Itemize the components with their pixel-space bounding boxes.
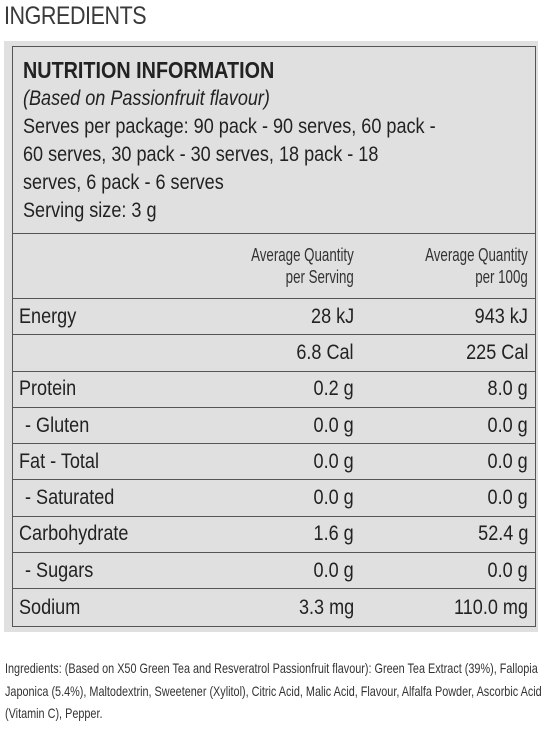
column-header-per-serving: Average Quantity per Serving bbox=[215, 234, 354, 298]
value-per-100g-text: 8.0 g bbox=[487, 377, 528, 401]
value-per-serving-text: 0.0 g bbox=[313, 486, 354, 510]
nutrient-name-text: Energy bbox=[19, 304, 77, 328]
table-row: Fat - Total 0.0 g 0.0 g bbox=[13, 444, 535, 481]
value-per-serving: 0.0 g bbox=[307, 408, 354, 443]
serves-label: Serves per package: bbox=[23, 115, 189, 138]
nutrient-name-text: Carbohydrate bbox=[19, 522, 129, 546]
nutrition-panel: NUTRITION INFORMATION (Based on Passionf… bbox=[4, 41, 538, 632]
nutrition-table: NUTRITION INFORMATION (Based on Passionf… bbox=[12, 46, 536, 627]
nutrition-title: NUTRITION INFORMATION bbox=[23, 57, 275, 83]
table-row: - Saturated 0.0 g 0.0 g bbox=[13, 480, 535, 517]
table-row: - Gluten 0.0 g 0.0 g bbox=[13, 408, 535, 445]
value-per-serving: 3.3 mg bbox=[290, 589, 354, 625]
nutrient-name: - Sugars bbox=[19, 553, 104, 588]
value-per-serving-text: 3.3 mg bbox=[298, 595, 354, 619]
value-per-serving: 0.2 g bbox=[307, 372, 354, 407]
nutrient-name: Energy bbox=[19, 299, 86, 334]
value-per-100g: 110.0 mg bbox=[442, 589, 528, 625]
value-per-100g: 52.4 g bbox=[470, 517, 528, 552]
flavour-note: (Based on Passionfruit flavour) bbox=[23, 87, 270, 110]
value-per-serving-text: 0.0 g bbox=[313, 558, 354, 582]
value-per-serving: 28 kJ bbox=[304, 299, 354, 334]
table-row: Energy 28 kJ 943 kJ bbox=[13, 299, 535, 336]
nutrient-name: Fat - Total bbox=[19, 444, 112, 479]
value-per-100g: 8.0 g bbox=[481, 372, 528, 407]
table-row: Sodium 3.3 mg 110.0 mg bbox=[13, 589, 535, 625]
table-row: Protein 0.2 g 8.0 g bbox=[13, 372, 535, 408]
value-per-serving-text: 28 kJ bbox=[310, 304, 354, 328]
ingredients-label: Ingredients bbox=[5, 660, 59, 676]
value-per-100g: 0.0 g bbox=[481, 553, 528, 588]
value-per-100g-text: 943 kJ bbox=[474, 304, 528, 328]
column-header-line: per Serving bbox=[285, 267, 354, 287]
serves-value: 90 pack - 90 serves, 60 pack - 60 serves… bbox=[23, 115, 436, 194]
value-per-serving: 0.0 g bbox=[307, 553, 354, 588]
nutrient-name: - Gluten bbox=[19, 408, 100, 443]
column-header-per-100g: Average Quantity per 100g bbox=[389, 234, 528, 298]
value-per-100g-text: 110.0 mg bbox=[454, 595, 528, 619]
page-heading: INGREDIENTS bbox=[4, 2, 147, 30]
value-per-100g: 943 kJ bbox=[466, 299, 528, 334]
value-per-serving: 1.6 g bbox=[307, 517, 354, 552]
column-header-row: Average Quantity per Serving Average Qua… bbox=[13, 234, 535, 299]
nutrient-name-text: Sodium bbox=[19, 595, 81, 619]
value-per-100g-text: 0.0 g bbox=[487, 449, 528, 473]
column-header-line: Average Quantity bbox=[425, 245, 528, 265]
nutrient-name: Sodium bbox=[19, 589, 90, 625]
nutrient-name: Protein bbox=[19, 372, 86, 407]
value-per-serving: 6.8 Cal bbox=[287, 335, 354, 370]
table-row: Carbohydrate 1.6 g 52.4 g bbox=[13, 517, 535, 554]
value-per-100g: 0.0 g bbox=[481, 408, 528, 443]
value-per-100g: 0.0 g bbox=[481, 444, 528, 479]
value-per-serving-text: 0.0 g bbox=[313, 449, 354, 473]
nutrition-header: NUTRITION INFORMATION (Based on Passionf… bbox=[13, 47, 535, 234]
serves-per-package: Serves per package: 90 pack - 90 serves,… bbox=[23, 113, 436, 197]
value-per-serving: 0.0 g bbox=[307, 480, 354, 515]
value-per-100g-text: 0.0 g bbox=[487, 558, 528, 582]
nutrient-name-text: Fat - Total bbox=[19, 449, 99, 473]
table-row: - Sugars 0.0 g 0.0 g bbox=[13, 553, 535, 590]
value-per-serving-text: 6.8 Cal bbox=[296, 340, 354, 364]
value-per-serving: 0.0 g bbox=[307, 444, 354, 479]
nutrient-name: Carbohydrate bbox=[19, 517, 146, 552]
value-per-100g: 225 Cal bbox=[456, 335, 528, 370]
value-per-serving-text: 0.2 g bbox=[313, 377, 354, 401]
value-per-serving-text: 1.6 g bbox=[313, 522, 354, 546]
nutrient-name-text: Protein bbox=[19, 377, 77, 401]
nutrient-name-text: - Gluten bbox=[25, 413, 90, 437]
ingredients-list: Ingredients: (Based on X50 Green Tea and… bbox=[5, 657, 548, 725]
value-per-100g-text: 225 Cal bbox=[465, 340, 528, 364]
value-per-100g-text: 0.0 g bbox=[487, 486, 528, 510]
column-header-line: per 100g bbox=[475, 267, 528, 287]
nutrient-name-text: - Saturated bbox=[25, 486, 115, 510]
value-per-100g-text: 52.4 g bbox=[477, 522, 528, 546]
ingredients-text: : (Based on X50 Green Tea and Resveratro… bbox=[5, 660, 542, 721]
column-header-line: Average Quantity bbox=[251, 245, 354, 265]
value-per-100g: 0.0 g bbox=[481, 480, 528, 515]
nutrient-name-text: - Sugars bbox=[25, 558, 94, 582]
value-per-serving-text: 0.0 g bbox=[313, 413, 354, 437]
table-row: 6.8 Cal 225 Cal bbox=[13, 335, 535, 372]
value-per-100g-text: 0.0 g bbox=[487, 413, 528, 437]
nutrient-name: - Saturated bbox=[19, 480, 129, 515]
serving-size: Serving size: 3 g bbox=[23, 199, 157, 222]
